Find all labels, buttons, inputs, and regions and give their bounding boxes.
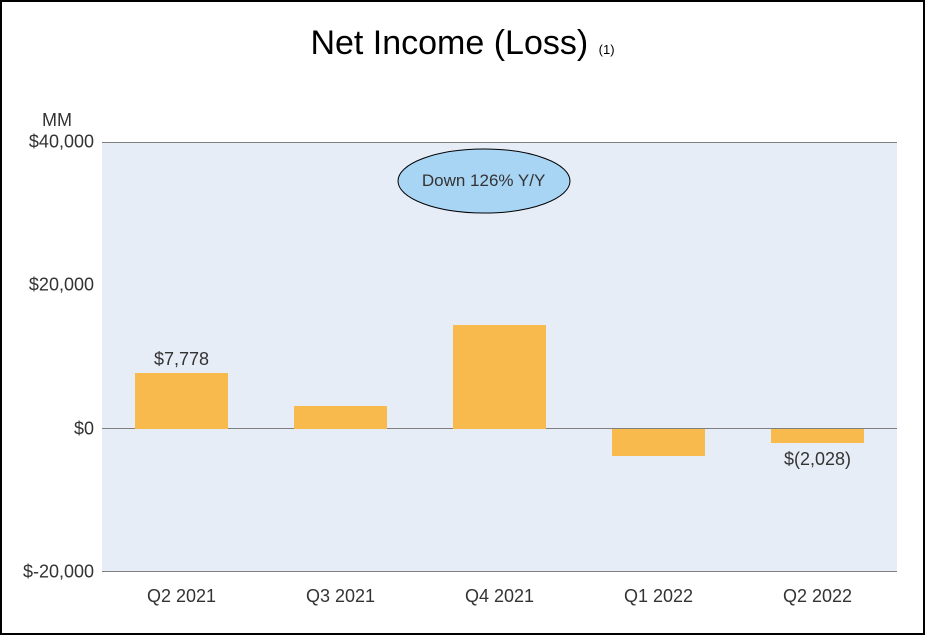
x-tick-label: Q1 2022: [624, 586, 693, 607]
callout-ellipse: Down 126% Y/Y: [396, 147, 572, 215]
y-tick-label: $0: [14, 418, 94, 439]
x-tick-label: Q2 2022: [783, 586, 852, 607]
y-tick-label: $40,000: [14, 132, 94, 153]
bar: [294, 406, 386, 429]
chart-title-wrap: Net Income (Loss) (1): [2, 24, 923, 63]
bar: [453, 325, 545, 428]
chart-title: Net Income (Loss): [310, 24, 588, 62]
plot-top-line: [102, 142, 897, 143]
chart-frame: Net Income (Loss) (1) MM Down 126% Y/Y $…: [0, 0, 925, 635]
y-tick-label: $-20,000: [14, 562, 94, 583]
x-tick-label: Q3 2021: [306, 586, 375, 607]
x-tick-label: Q4 2021: [465, 586, 534, 607]
y-tick-label: $20,000: [14, 275, 94, 296]
bar: [612, 429, 704, 456]
bar: [135, 373, 227, 429]
callout-text: Down 126% Y/Y: [422, 171, 545, 191]
plot-bottom-line: [102, 571, 897, 572]
y-axis-unit: MM: [42, 110, 72, 131]
bar: [771, 429, 863, 444]
chart-title-note: (1): [599, 42, 615, 57]
x-tick-label: Q2 2021: [147, 586, 216, 607]
plot-area: Down 126% Y/Y: [102, 142, 897, 572]
bar-value-label: $7,778: [154, 349, 209, 370]
bar-value-label: $(2,028): [784, 449, 851, 470]
